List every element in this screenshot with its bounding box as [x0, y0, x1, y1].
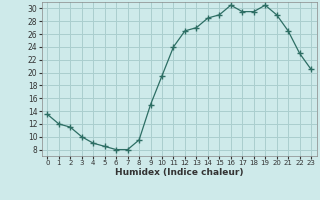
X-axis label: Humidex (Indice chaleur): Humidex (Indice chaleur)	[115, 168, 244, 177]
